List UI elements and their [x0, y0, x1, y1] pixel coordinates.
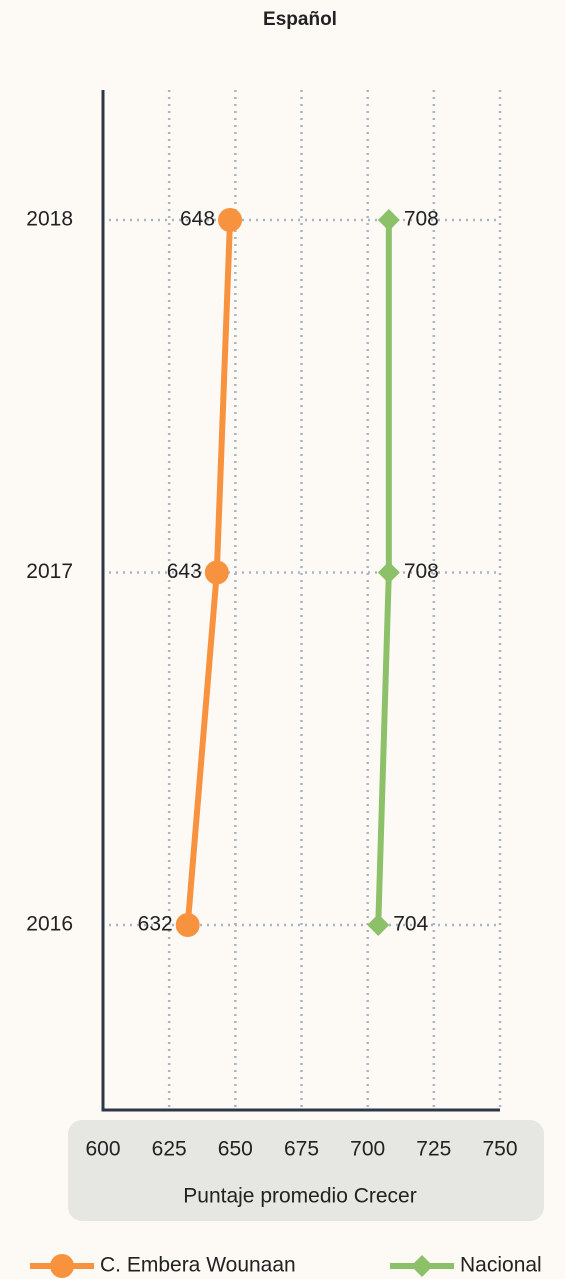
point [218, 208, 243, 232]
data-label: 704 [393, 913, 428, 936]
x-tick-label: 700 [350, 1138, 385, 1161]
y-tick-label: 2016 [26, 913, 73, 936]
x-tick-label: 750 [482, 1138, 517, 1161]
data-label: 708 [404, 208, 439, 231]
legend-label: Nacional [460, 1254, 542, 1277]
chart-title: Español [263, 9, 337, 30]
data-label: 708 [404, 560, 439, 583]
legend-marker [50, 1254, 74, 1278]
y-tick-label: 2017 [26, 560, 73, 583]
point [204, 560, 229, 585]
y-tick-label: 2018 [26, 208, 73, 231]
x-tick-label: 650 [218, 1138, 253, 1161]
x-tick-label: 675 [284, 1138, 319, 1161]
legend-marker [411, 1255, 433, 1277]
point [377, 209, 400, 231]
data-label: 643 [167, 560, 202, 583]
point [175, 913, 200, 937]
x-axis-band [68, 1120, 544, 1221]
x-tick-label: 625 [152, 1138, 187, 1161]
legend-label: C. Embera Wounaan [100, 1254, 296, 1277]
x-axis-title: Puntaje promedio Crecer [183, 1185, 416, 1208]
data-label: 648 [180, 208, 215, 231]
x-tick-label: 600 [85, 1138, 120, 1161]
data-label: 632 [138, 913, 173, 936]
point [377, 561, 400, 584]
x-tick-label: 725 [416, 1138, 451, 1161]
point [367, 914, 390, 936]
